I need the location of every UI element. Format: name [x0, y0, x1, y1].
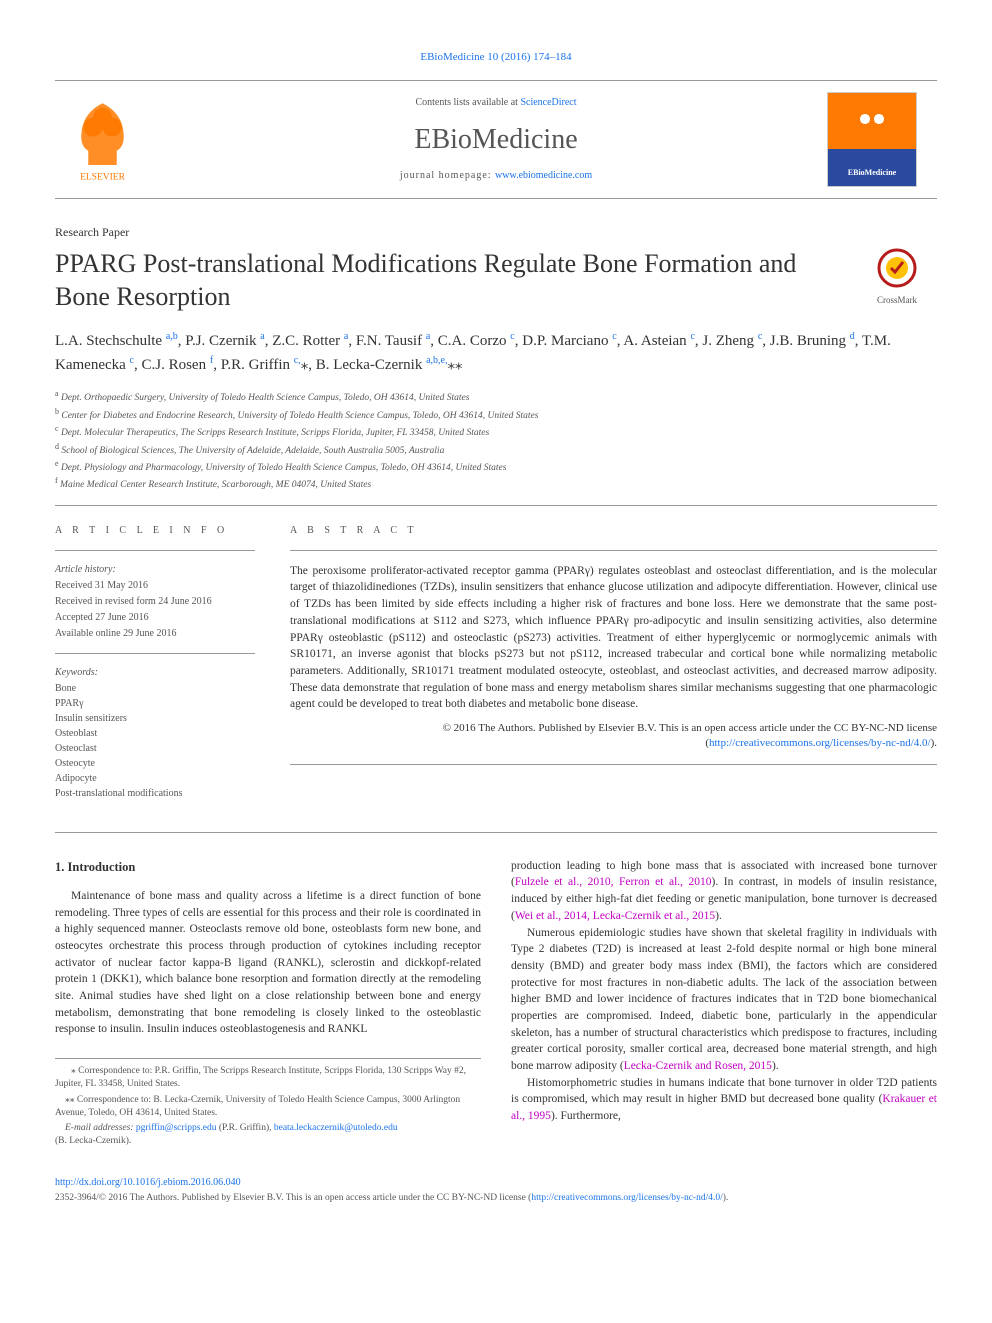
doi: http://dx.doi.org/10.1016/j.ebiom.2016.0… [55, 1176, 937, 1190]
email-link-1[interactable]: pgriffin@scripps.edu [136, 1123, 217, 1133]
crossmark-badge[interactable]: CrossMark [857, 248, 937, 306]
journal-homepage: journal homepage: www.ebiomedicine.com [165, 169, 827, 183]
keyword: Osteoblast [55, 727, 255, 741]
top-citation-link[interactable]: EBioMedicine 10 (2016) 174–184 [420, 51, 571, 63]
body-paragraph: Maintenance of bone mass and quality acr… [55, 888, 481, 1038]
body-paragraph: Numerous epidemiologic studies have show… [511, 925, 937, 1075]
history-label: Article history: [55, 563, 255, 577]
abstract: A B S T R A C T The peroxisome prolifera… [290, 524, 937, 802]
license-link[interactable]: http://creativecommons.org/licenses/by-n… [709, 737, 931, 749]
crossmark-label: CrossMark [857, 294, 937, 307]
article-title: PPARG Post-translational Modifications R… [55, 248, 837, 313]
body-text: 1. Introduction Maintenance of bone mass… [55, 858, 937, 1151]
publisher-logo: ELSEVIER [55, 89, 165, 189]
crossmark-icon [877, 248, 917, 288]
keyword: Post-translational modifications [55, 787, 255, 801]
footnotes: ⁎ Correspondence to: P.R. Griffin, The S… [55, 1058, 481, 1149]
citation-link[interactable]: Wei et al., 2014, Lecka-Czernik et al., … [515, 910, 715, 922]
body-paragraph: Histomorphometric studies in humans indi… [511, 1075, 937, 1125]
keyword: Osteocyte [55, 757, 255, 771]
elsevier-tree-icon: ELSEVIER [55, 89, 150, 184]
journal-name: EBioMedicine [165, 120, 827, 159]
article-info: A R T I C L E I N F O Article history: R… [55, 524, 255, 802]
doi-link[interactable]: http://dx.doi.org/10.1016/j.ebiom.2016.0… [55, 1177, 241, 1188]
citation-link[interactable]: Lecka-Czernik and Rosen, 2015 [624, 1060, 772, 1072]
keyword: PPARγ [55, 697, 255, 711]
journal-cover: EBioMedicine [827, 92, 937, 187]
sciencedirect-line: Contents lists available at ScienceDirec… [165, 96, 827, 110]
correspondence-2: ⁎⁎ Correspondence to: B. Lecka-Czernik, … [55, 1094, 481, 1121]
svg-text:ELSEVIER: ELSEVIER [80, 173, 126, 183]
correspondence-1: ⁎ Correspondence to: P.R. Griffin, The S… [55, 1065, 481, 1092]
introduction-heading: 1. Introduction [55, 858, 481, 876]
abstract-heading: A B S T R A C T [290, 524, 937, 538]
copyright: © 2016 The Authors. Published by Elsevie… [290, 721, 937, 752]
issn-license-link[interactable]: http://creativecommons.org/licenses/by-n… [531, 1193, 722, 1203]
issn-line: 2352-3964/© 2016 The Authors. Published … [55, 1192, 937, 1205]
keyword: Insulin sensitizers [55, 712, 255, 726]
article-info-heading: A R T I C L E I N F O [55, 524, 255, 538]
keywords-label: Keywords: [55, 666, 255, 680]
history-item: Received in revised form 24 June 2016 [55, 595, 255, 609]
history-item: Available online 29 June 2016 [55, 627, 255, 641]
history-item: Accepted 27 June 2016 [55, 611, 255, 625]
keyword: Bone [55, 682, 255, 696]
top-citation: EBioMedicine 10 (2016) 174–184 [55, 50, 937, 65]
sciencedirect-link[interactable]: ScienceDirect [520, 97, 576, 108]
journal-homepage-link[interactable]: www.ebiomedicine.com [495, 170, 592, 181]
author-list: L.A. Stechschulte a,b, P.J. Czernik a, Z… [55, 329, 937, 376]
keyword: Adipocyte [55, 772, 255, 786]
separator [55, 505, 937, 506]
abstract-text: The peroxisome proliferator-activated re… [290, 563, 937, 713]
history-item: Received 31 May 2016 [55, 579, 255, 593]
section-label: Research Paper [55, 224, 937, 241]
affiliations: a Dept. Orthopaedic Surgery, University … [55, 388, 937, 492]
citation-link[interactable]: Fulzele et al., 2010, Ferron et al., 201… [515, 876, 712, 888]
email-line: E-mail addresses: pgriffin@scripps.edu (… [55, 1122, 481, 1149]
keyword: Osteoclast [55, 742, 255, 756]
masthead: ELSEVIER Contents lists available at Sci… [55, 80, 937, 198]
email-link-2[interactable]: beata.leckaczernik@utoledo.edu [274, 1123, 398, 1133]
journal-cover-label: EBioMedicine [828, 167, 916, 178]
body-paragraph: production leading to high bone mass tha… [511, 858, 937, 925]
